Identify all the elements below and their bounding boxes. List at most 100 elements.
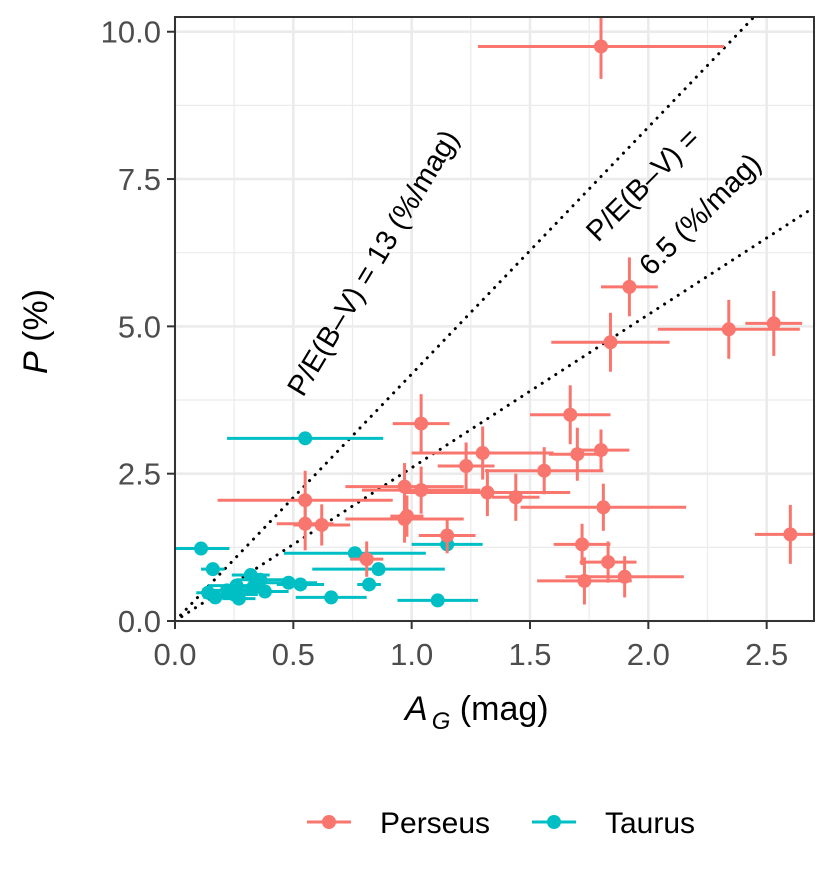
data-point-perseus [520,483,687,531]
point-marker [371,562,386,577]
data-point-taurus [295,590,367,605]
x-axis-title-sub: G [432,708,451,735]
data-point-perseus [579,541,637,583]
x-tick-label: 1.0 [390,637,433,672]
data-point-perseus [553,523,611,566]
data-point-perseus [437,442,495,490]
point-marker [359,552,374,567]
point-marker [766,316,781,331]
point-marker [281,575,296,590]
data-point-perseus [601,257,658,317]
data-point-perseus [392,394,450,454]
data-point-perseus [492,473,540,521]
point-marker [293,577,308,592]
x-tick-label: 2.5 [745,637,788,672]
point-marker [617,569,632,584]
point-marker [347,546,362,561]
point-marker [480,485,495,500]
point-marker [324,590,339,605]
point-marker [399,509,414,524]
x-tick-label: 1.5 [508,637,551,672]
legend-key-taurus [532,815,576,829]
y-axis-title-main: P [17,351,55,374]
plot-panel-border [174,16,815,622]
point-marker [298,431,313,446]
data-point-perseus [565,556,684,598]
point-marker [257,584,272,599]
data-point-perseus [418,517,476,554]
data-point-perseus [404,468,571,517]
data-point-taurus [260,575,317,590]
y-tick-label: 5.0 [118,309,161,344]
y-axis-title: P (%) [17,289,55,374]
point-marker [208,590,223,605]
data-point-taurus [201,562,225,577]
point-marker [603,335,618,350]
point-marker [362,577,377,592]
data-point-perseus [411,426,554,480]
axis-ticks: 0.0 0.5 1.0 1.5 2.0 2.5 0.0 2.5 5.0 7.5 10.0 [101,15,789,672]
data-point-taurus [241,584,289,599]
y-tick-label: 0.0 [118,604,161,639]
x-tick-label: 0.0 [153,637,196,672]
data-point-perseus [537,557,632,605]
grid [173,17,814,623]
data-point-taurus [222,591,256,606]
legend: Perseus Taurus [307,807,695,840]
data-point-taurus [397,593,478,608]
point-marker [314,517,329,532]
point-marker [231,591,246,606]
data-point-perseus [745,291,803,356]
point-marker [537,463,552,478]
data-point-perseus [551,312,670,372]
data-point-perseus [350,541,384,577]
point-marker [563,407,578,422]
point-marker [594,443,608,458]
y-axis-title-rest: (%) [17,289,55,351]
y-tick-label: 2.5 [118,457,161,492]
y-tick-label: 10.0 [101,15,161,50]
point-marker [594,39,608,54]
data-point-perseus [477,17,725,79]
data-point-perseus [390,495,424,537]
annotation-line-13: P/E(B–V) = 13 (%/mag) [282,125,466,402]
point-marker [397,479,412,494]
legend-label-taurus: Taurus [605,807,695,840]
point-marker [205,562,220,577]
x-axis-title-rest: (mag) [450,690,548,728]
reference-line [175,17,757,621]
point-marker [721,322,736,337]
data-point-taurus [283,546,426,561]
y-tick-label: 7.5 [118,162,161,197]
point-marker [475,446,490,461]
point-marker [601,555,616,570]
point-marker [440,528,455,543]
data-point-taurus [175,541,230,556]
data-point-perseus [657,299,800,359]
point-marker [414,416,429,431]
data-point-perseus [530,385,611,445]
point-marker [783,527,798,542]
point-marker [194,541,209,556]
point-marker [459,459,474,474]
x-tick-label: 0.5 [272,637,315,672]
point-marker [575,537,590,552]
point-marker [430,593,445,608]
x-axis-title-main: A [403,690,428,728]
point-marker [596,500,611,515]
legend-label-perseus: Perseus [380,807,490,840]
data-point-taurus [227,431,384,446]
data-point-perseus [572,429,630,471]
point-marker [622,279,637,294]
data-points [175,17,814,608]
data-point-taurus [312,562,445,577]
data-point-perseus [293,504,351,546]
data-point-perseus [485,447,604,495]
reference-line [175,205,814,621]
legend-key-perseus [307,815,351,829]
data-point-taurus [357,577,381,592]
data-point-taurus [276,577,325,592]
reference-lines [175,17,814,621]
